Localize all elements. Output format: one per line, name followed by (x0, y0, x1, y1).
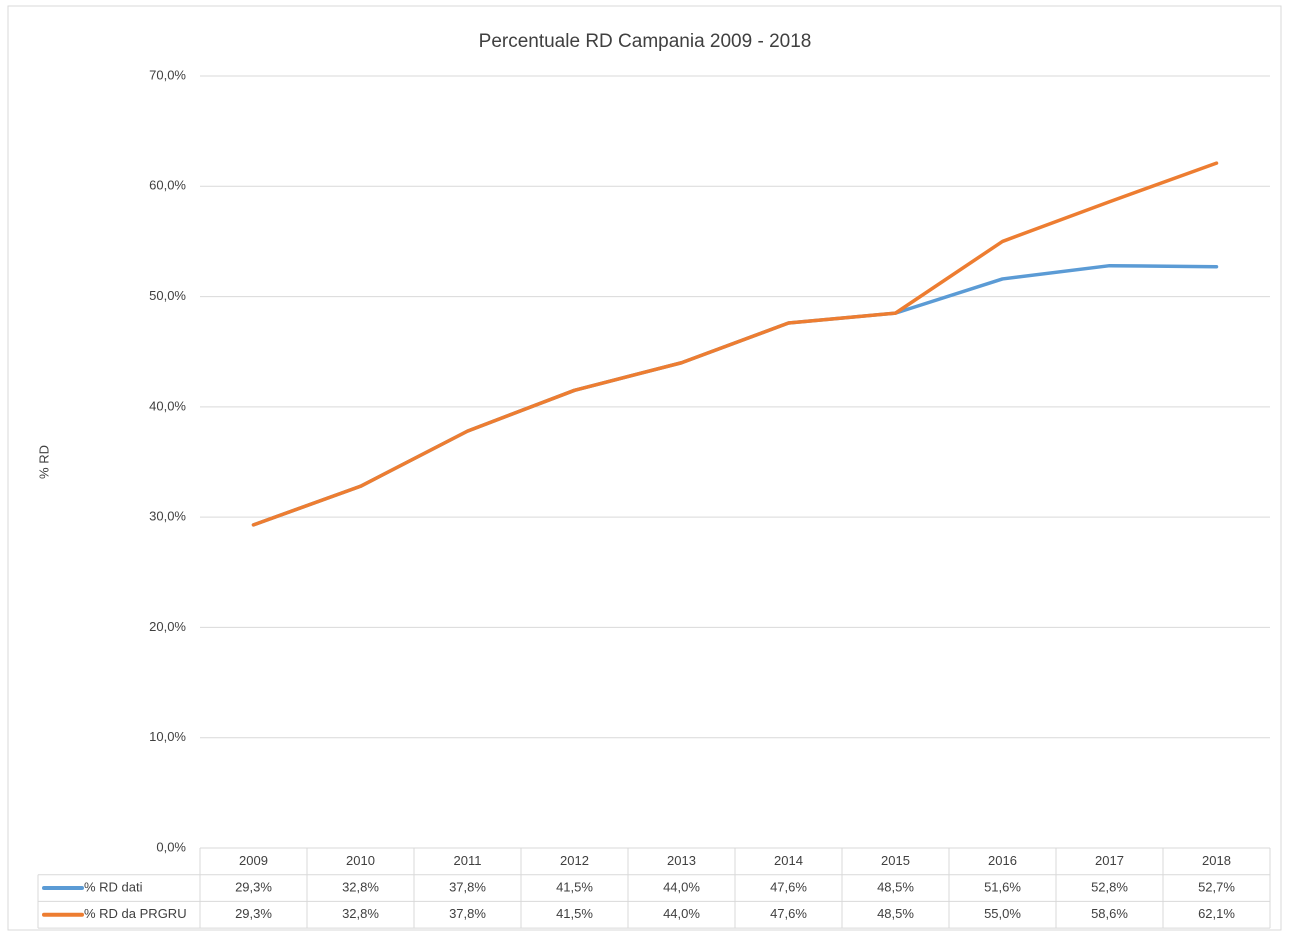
table-value: 62,1% (1198, 906, 1235, 921)
y-tick-label: 40,0% (149, 398, 186, 413)
x-tick-label: 2017 (1095, 853, 1124, 868)
legend-label: % RD da PRGRU (84, 906, 187, 921)
y-tick-label: 0,0% (156, 839, 186, 854)
table-value: 41,5% (556, 879, 593, 894)
y-tick-label: 50,0% (149, 288, 186, 303)
table-value: 44,0% (663, 879, 700, 894)
x-tick-label: 2009 (239, 853, 268, 868)
x-tick-label: 2012 (560, 853, 589, 868)
table-value: 32,8% (342, 906, 379, 921)
table-value: 47,6% (770, 879, 807, 894)
table-value: 52,8% (1091, 879, 1128, 894)
table-value: 41,5% (556, 906, 593, 921)
x-tick-label: 2014 (774, 853, 803, 868)
legend-label: % RD dati (84, 879, 143, 894)
table-value: 47,6% (770, 906, 807, 921)
table-value: 58,6% (1091, 906, 1128, 921)
table-value: 37,8% (449, 879, 486, 894)
chart-title: Percentuale RD Campania 2009 - 2018 (479, 31, 812, 52)
table-value: 51,6% (984, 879, 1021, 894)
x-tick-label: 2013 (667, 853, 696, 868)
table-value: 48,5% (877, 906, 914, 921)
table-value: 48,5% (877, 879, 914, 894)
x-tick-label: 2011 (454, 853, 482, 868)
chart-border (7, 5, 1282, 931)
series-line (251, 161, 1219, 527)
table-value: 29,3% (235, 906, 272, 921)
x-tick-label: 2016 (988, 853, 1017, 868)
y-tick-label: 10,0% (149, 729, 186, 744)
table-value: 37,8% (449, 906, 486, 921)
table-value: 52,7% (1198, 879, 1235, 894)
y-tick-label: 70,0% (149, 67, 186, 82)
table-value: 55,0% (984, 906, 1021, 921)
y-axis-label: % RD (36, 445, 51, 479)
table-value: 29,3% (235, 879, 272, 894)
x-tick-label: 2018 (1202, 853, 1231, 868)
x-tick-label: 2015 (881, 853, 910, 868)
y-tick-label: 30,0% (149, 509, 186, 524)
x-tick-label: 2010 (346, 853, 375, 868)
y-tick-label: 60,0% (149, 178, 186, 193)
table-value: 44,0% (663, 906, 700, 921)
y-tick-label: 20,0% (149, 619, 186, 634)
table-value: 32,8% (342, 879, 379, 894)
